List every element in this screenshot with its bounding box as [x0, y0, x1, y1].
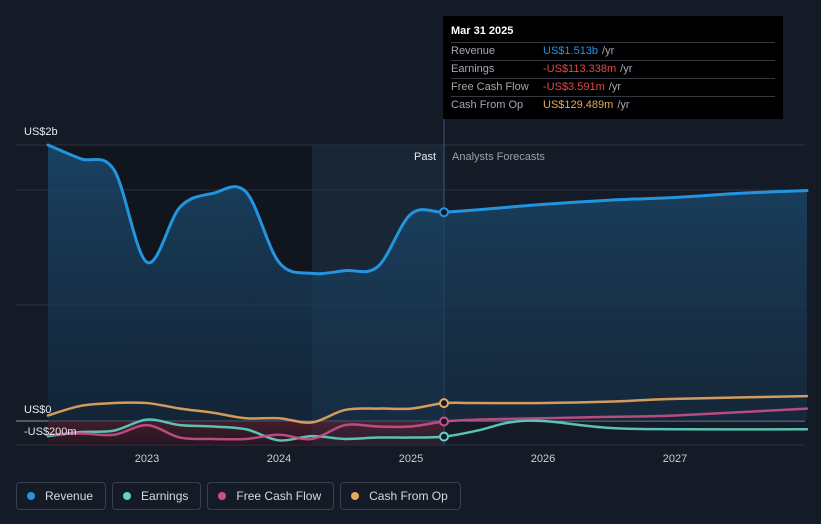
revenue-area	[48, 145, 807, 421]
tooltip-value: US$1.513b	[543, 45, 599, 57]
x-tick-label: 2024	[267, 453, 291, 465]
tooltip-row-cash-from-op: Cash From Op US$129.489m /yr	[451, 96, 775, 114]
legend-dot	[218, 492, 227, 500]
series-line-free-cash-flow	[46, 407, 809, 441]
tooltip-value: US$129.489m	[543, 99, 614, 111]
legend-label: Free Cash Flow	[236, 489, 322, 503]
tooltip-unit: /yr	[608, 81, 621, 93]
tooltip-label: Cash From Op	[451, 99, 524, 111]
legend-label: Cash From Op	[369, 489, 448, 503]
tooltip-label: Free Cash Flow	[451, 81, 529, 93]
series-marker-earnings	[439, 431, 449, 442]
tooltip-row-earnings: Earnings -US$113.338m /yr	[451, 60, 775, 78]
legend-dot	[123, 492, 132, 500]
series-line-earnings	[46, 418, 809, 442]
tooltip-label: Revenue	[451, 45, 496, 57]
tooltip-value: -US$113.338m	[543, 63, 617, 75]
legend-item-cash-from-op[interactable]: Cash From Op	[340, 482, 461, 510]
legend-label: Earnings	[141, 489, 189, 503]
y-tick-label-zero: US$0	[24, 404, 52, 416]
tooltip-panel: Mar 31 2025 Revenue US$1.513b /yr Earnin…	[443, 16, 783, 119]
chart-legend: Revenue Earnings Free Cash Flow Cash Fro…	[16, 482, 461, 510]
past-label: Past	[414, 151, 436, 163]
legend-dot	[351, 492, 360, 500]
series-marker-revenue	[439, 207, 449, 218]
x-tick-label: 2023	[135, 453, 159, 465]
series-line-cash-from-op	[46, 394, 809, 424]
legend-dot	[27, 492, 35, 500]
tooltip-unit: /yr	[620, 63, 633, 75]
series-line-revenue	[46, 143, 809, 276]
legend-item-free-cash-flow[interactable]: Free Cash Flow	[207, 482, 335, 510]
tooltip-row-free-cash-flow: Free Cash Flow -US$3.591m /yr	[451, 78, 775, 96]
x-tick-label: 2026	[531, 453, 555, 465]
tooltip-value: -US$3.591m	[543, 81, 605, 93]
series-marker-free-cash-flow	[439, 416, 449, 427]
negative-area	[48, 421, 444, 445]
x-tick-label: 2025	[399, 453, 423, 465]
tooltip-date: Mar 31 2025	[451, 25, 514, 37]
tooltip-label: Earnings	[451, 63, 495, 75]
legend-item-earnings[interactable]: Earnings	[112, 482, 202, 510]
legend-label: Revenue	[45, 489, 94, 503]
legend-item-revenue[interactable]: Revenue	[16, 482, 107, 510]
tooltip-row-revenue: Revenue US$1.513b /yr	[451, 42, 775, 60]
chart-canvas: 2023 2024 2025 2026 2027 Past Analysts Forecas…	[16, 16, 809, 465]
forecast-label: Analysts Forecasts	[452, 151, 545, 163]
series-marker-cash-from-op	[439, 398, 449, 409]
tooltip-unit: /yr	[602, 45, 615, 57]
x-tick-label: 2027	[663, 453, 687, 465]
y-tick-label-bottom: -US$200m	[24, 426, 77, 438]
y-tick-label-top: US$2b	[24, 126, 58, 138]
tooltip-unit: /yr	[617, 99, 630, 111]
